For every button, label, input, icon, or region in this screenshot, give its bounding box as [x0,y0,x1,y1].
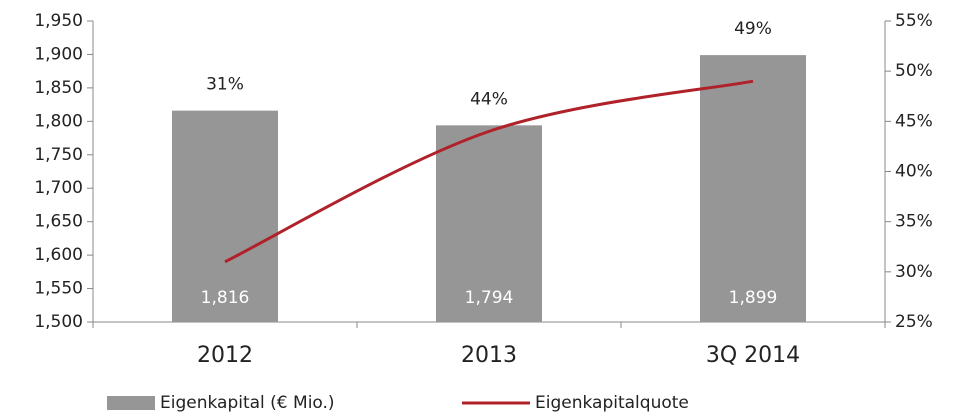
bar-value-label: 1,899 [729,288,778,308]
y-tick-label: 1,650 [34,212,83,232]
y2-tick-label: 30% [895,262,933,282]
bar-value-label: 1,794 [465,288,514,308]
y2-tick-label: 50% [895,61,933,81]
y-tick-label: 1,900 [34,44,83,64]
y-tick-label: 1,500 [34,312,83,332]
y-tick-label: 1,950 [34,11,83,31]
y-tick-label: 1,750 [34,145,83,165]
line [224,79,754,264]
legend-label: Eigenkapitalquote [535,393,689,413]
x-tick-label: 3Q 2014 [706,343,800,368]
y2-tick-label: 35% [895,212,933,232]
line-value-label: 49% [734,19,772,39]
y2-tick-label: 45% [895,111,933,131]
y-tick-label: 1,700 [34,178,83,198]
y-tick-label: 1,600 [34,245,83,265]
x-tick-label: 2012 [197,343,253,368]
y2-tick-label: 40% [895,162,933,182]
bar [700,55,806,322]
bar-value-label: 1,816 [201,288,250,308]
legend-swatch [107,396,155,410]
y2-tick-label: 55% [895,11,933,31]
line-value-label: 31% [206,75,244,95]
y-tick-label: 1,550 [34,279,83,299]
y-tick-label: 1,800 [34,111,83,131]
x-tick-label: 2013 [461,343,517,368]
y-tick-label: 1,850 [34,78,83,98]
bar [172,110,278,323]
bar [436,125,542,322]
legend-label: Eigenkapital (€ Mio.) [160,393,335,413]
y2-tick-label: 25% [895,312,933,332]
line-value-label: 44% [470,89,508,109]
